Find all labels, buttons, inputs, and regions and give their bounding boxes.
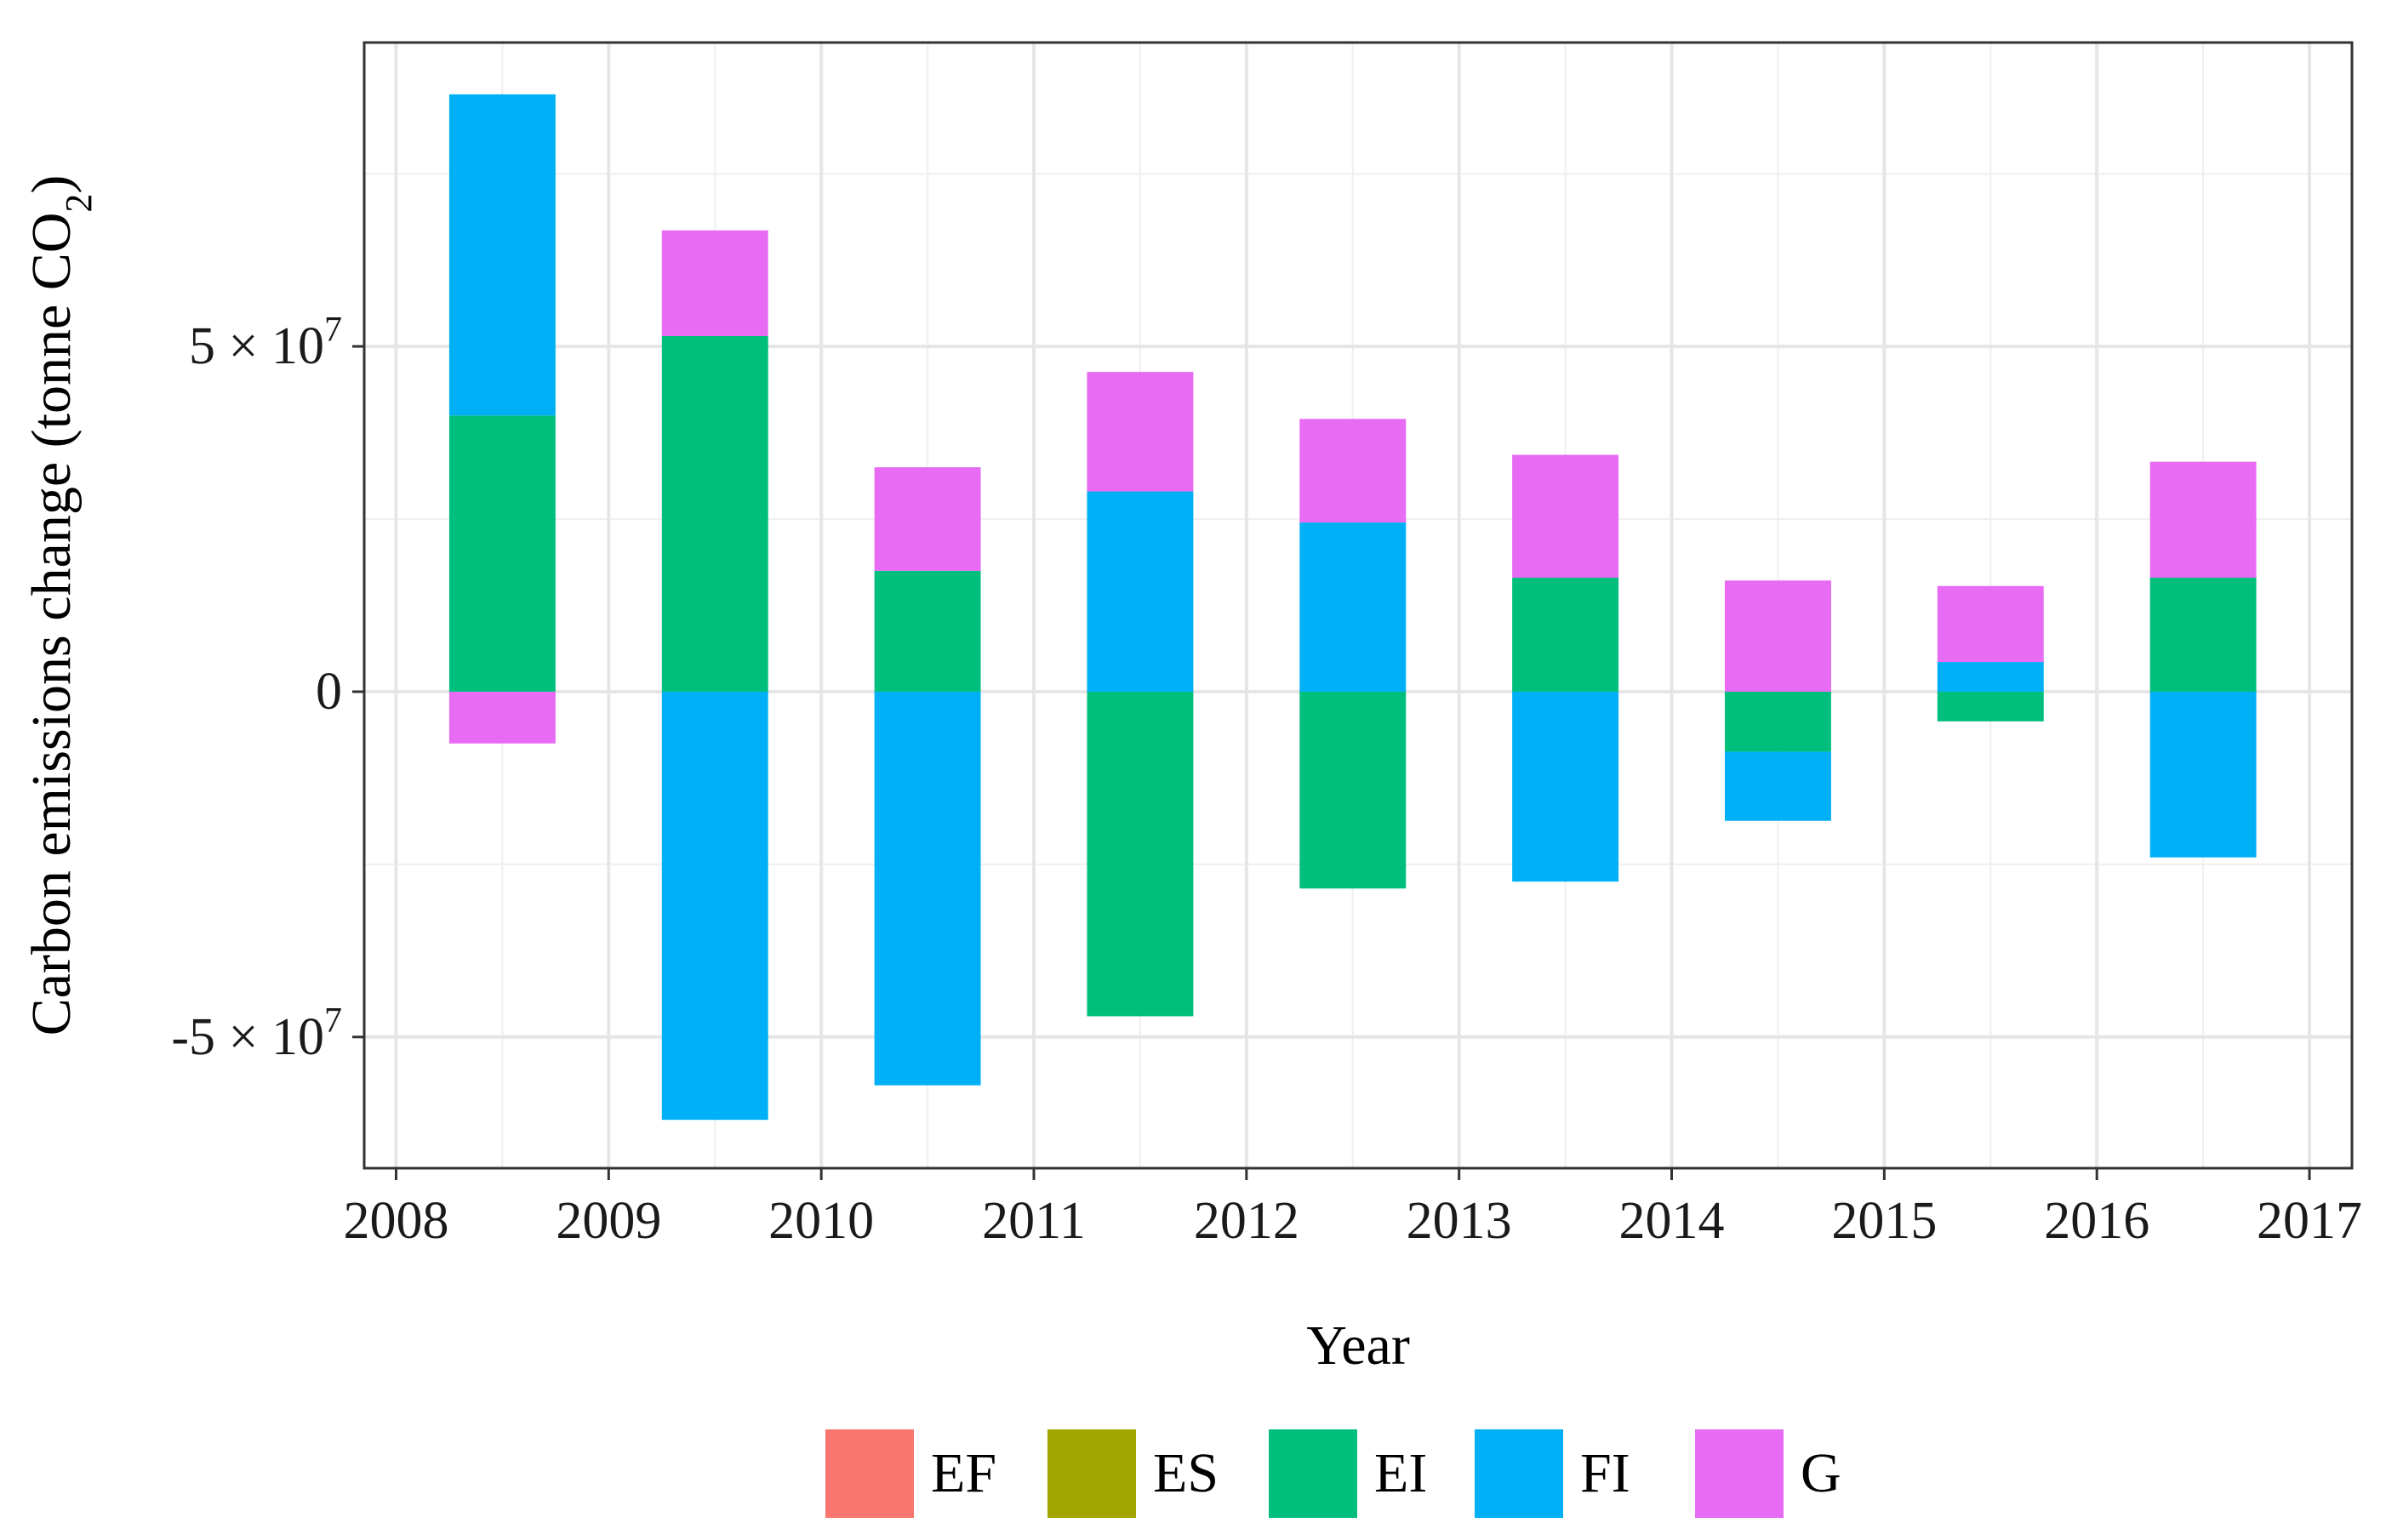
bar-fi-2009 [661, 691, 768, 1121]
bar-g-2012 [1299, 419, 1407, 523]
legend-swatch-fi [1475, 1429, 1563, 1518]
bar-fi-2011 [1087, 491, 1194, 692]
bar-g-2008 [448, 691, 556, 744]
y-tick-label: -5 × 107 [171, 1001, 342, 1066]
bar-fi-2010 [874, 691, 981, 1086]
bar-fi-2016 [2149, 691, 2257, 858]
bar-ei-2009 [661, 335, 768, 692]
bar-fi-2014 [1724, 751, 1831, 821]
bar-fi-2015 [1937, 662, 2044, 692]
x-tick-label-2017: 2017 [2257, 1192, 2362, 1250]
x-tick-label-2013: 2013 [1407, 1192, 1512, 1250]
x-tick-label-2014: 2014 [1619, 1192, 1725, 1250]
legend-label-fi: FI [1580, 1442, 1630, 1504]
panel-border [362, 41, 2354, 1170]
y-tick-exponent: 7 [324, 311, 342, 350]
legend: EF ES EI FI G [825, 1429, 1841, 1518]
bar-g-2011 [1087, 372, 1194, 492]
bar-ei-2011 [1087, 691, 1194, 1017]
bar-ei-2008 [448, 415, 556, 692]
y-tick-mantissa: -5 × 10 [171, 1008, 324, 1066]
bar-g-2014 [1724, 580, 1831, 692]
bar-g-2013 [1512, 454, 1619, 579]
y-tick-exponent: 7 [324, 1001, 342, 1041]
x-tick-label-2015: 2015 [1831, 1192, 1937, 1250]
bar-fi-2008 [448, 94, 556, 416]
x-tick-label-2008: 2008 [343, 1192, 448, 1250]
bar-fi-2012 [1299, 522, 1407, 692]
legend-swatch-es [1047, 1429, 1136, 1518]
x-axis: 2008 2009 2010 2011 2012 2013 2014 2015 2016 2017 [343, 1168, 2362, 1250]
legend-swatch-ef [825, 1429, 914, 1518]
y-tick-label: 5 × 107 [189, 311, 342, 375]
bars [448, 94, 2257, 1121]
x-tick-label-2016: 2016 [2044, 1192, 2149, 1250]
y-axis-title-subscript: 2 [58, 194, 100, 213]
y-axis-title-close: ) [20, 175, 83, 194]
legend-label-ef: EF [931, 1442, 996, 1504]
legend-label-g: G [1801, 1442, 1841, 1504]
bar-g-2016 [2149, 461, 2257, 579]
y-tick-label: 0 [316, 663, 342, 721]
y-axis-title-main: Carbon emissions change (tonne CO [20, 213, 83, 1036]
legend-label-es: ES [1153, 1442, 1219, 1504]
legend-swatch-ei [1269, 1429, 1357, 1518]
legend-label-ei: EI [1374, 1442, 1427, 1504]
bar-ei-2010 [874, 570, 981, 692]
x-tick-label-2011: 2011 [982, 1192, 1086, 1250]
y-tick-mantissa: 0 [316, 663, 342, 721]
x-tick-label-2009: 2009 [556, 1192, 661, 1250]
bar-ei-2016 [2149, 578, 2257, 692]
bar-g-2009 [661, 230, 768, 336]
bar-ei-2014 [1724, 691, 1831, 752]
bar-g-2015 [1937, 585, 2044, 663]
bar-fi-2013 [1512, 691, 1619, 882]
x-tick-label-2010: 2010 [768, 1192, 874, 1250]
bar-ei-2012 [1299, 691, 1407, 889]
x-axis-title: Year [1306, 1315, 1410, 1377]
bar-g-2010 [874, 467, 981, 571]
x-tick-label-2012: 2012 [1194, 1192, 1299, 1250]
y-tick-mantissa: 5 × 10 [189, 317, 324, 375]
legend-swatch-g [1695, 1429, 1784, 1518]
bar-ei-2015 [1937, 691, 2044, 722]
y-axis-title: Carbon emissions change (tonne CO2) [20, 175, 100, 1036]
bar-ei-2013 [1512, 578, 1619, 692]
